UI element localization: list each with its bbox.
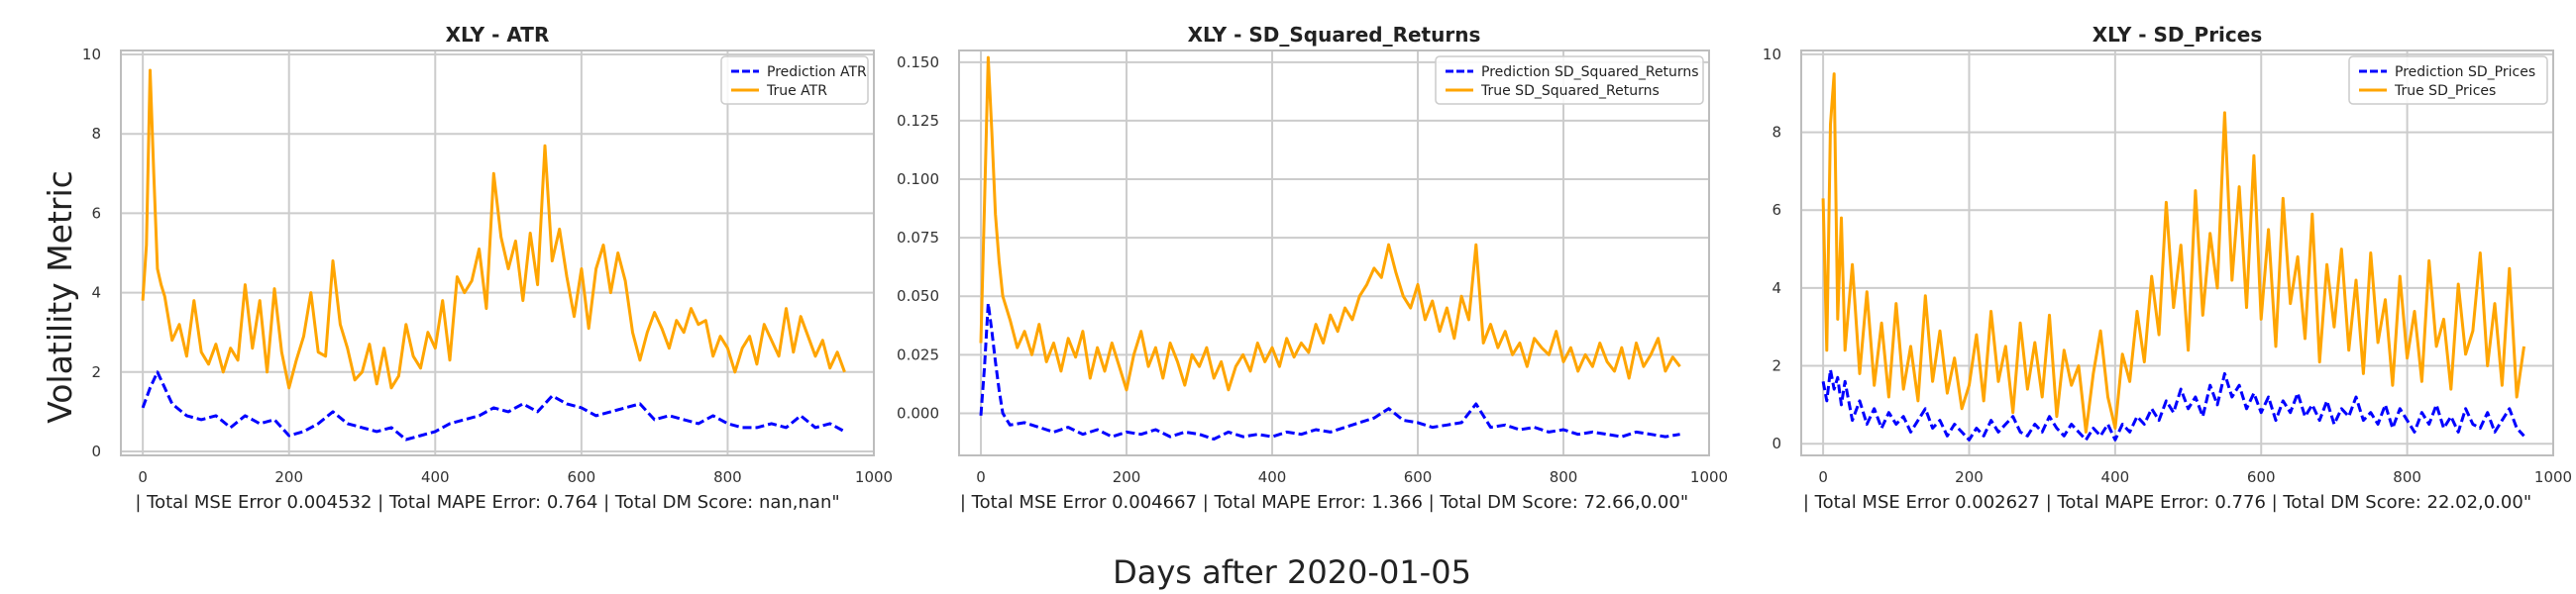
chart-2-ytick-label-2: 4	[1771, 279, 1781, 297]
chart-0-series-prediction-line	[141, 370, 846, 442]
chart-2-xtick-label-4: 800	[2393, 468, 2421, 486]
chart-1-legend	[1435, 55, 1704, 105]
chart-0-xtick-label-4: 800	[713, 468, 742, 486]
chart-2-legend-label-1: True SD_Prices	[2394, 83, 2496, 99]
chart-2-xtick-label-1: 200	[1955, 468, 1984, 486]
chart-0-ytick-label-1: 2	[91, 363, 101, 381]
chart-1-series-prediction-line	[979, 301, 1680, 441]
chart-0-ytick-label-4: 8	[91, 125, 101, 143]
chart-1-ytick-label-5: 0.125	[897, 112, 939, 130]
chart-2-title: XLY - SD_Prices	[2093, 23, 2262, 47]
chart-0-ytick-label-2: 4	[91, 284, 101, 302]
chart-0-legend-label-1: True ATR	[766, 83, 827, 99]
chart-2-ytick-label-3: 6	[1771, 201, 1781, 219]
chart-1-xtick-label-4: 800	[1550, 468, 1578, 486]
chart-0-xtick-label-1: 200	[274, 468, 303, 486]
chart-0-ytick-label-3: 6	[91, 204, 101, 222]
chart-1-ytick-label-1: 0.025	[897, 346, 939, 363]
chart-0-series-true-line	[141, 68, 846, 390]
chart-0-xtick-label-5: 1000	[855, 468, 893, 486]
chart-1-ytick-label-2: 0.050	[897, 287, 939, 305]
chart-2-ytick-label-0: 0	[1771, 435, 1781, 452]
chart-2-plot-frame	[1800, 50, 2554, 456]
chart-1-xtick-label-1: 200	[1113, 468, 1141, 486]
chart-2-legend-label-0: Prediction SD_Prices	[2395, 64, 2535, 80]
chart-2-series-true-line	[1821, 72, 2525, 434]
chart-1-xtick-label-2: 400	[1258, 468, 1287, 486]
chart-1-xtick-label-0: 0	[976, 468, 986, 486]
chart-0-xtick-label-2: 400	[421, 468, 450, 486]
chart-0-xtick-label-3: 600	[568, 468, 596, 486]
chart-1-ytick-label-0: 0.000	[897, 404, 939, 422]
chart-1-caption: | Total MSE Error 0.004667 | Total MAPE …	[960, 492, 1688, 513]
figure-ylabel: Volatility Metric	[41, 170, 79, 424]
figure-xlabel: Days after 2020-01-05	[1113, 553, 1471, 591]
chart-1-plot-frame	[958, 50, 1710, 456]
chart-atr: 0 200 400 600 800 1000 0 2 4 6 8 10 XLY - ATR | Total…	[82, 23, 893, 513]
chart-0-legend	[720, 55, 869, 105]
chart-2-caption: | Total MSE Error 0.002627 | Total MAPE …	[1803, 492, 2531, 513]
chart-2-xtick-label-0: 0	[1818, 468, 1828, 486]
chart-0-legend-label-0: Prediction ATR	[767, 64, 867, 80]
chart-0-xtick-label-0: 0	[138, 468, 148, 486]
chart-2-ytick-label-5: 10	[1763, 46, 1781, 63]
chart-2-legend	[2348, 55, 2548, 105]
chart-2-xtick-label-3: 600	[2247, 468, 2276, 486]
chart-1-xtick-label-3: 600	[1404, 468, 1433, 486]
chart-sd-squared-returns: 0 200 400 600 800 1000 0.000 0.025 0.050 0.075 0.1…	[897, 23, 1728, 513]
chart-1-legend-label-0: Prediction SD_Squared_Returns	[1481, 64, 1699, 80]
chart-2-xtick-label-2: 400	[2101, 468, 2130, 486]
chart-1-ytick-label-6: 0.150	[897, 53, 939, 71]
chart-0-ytick-label-0: 0	[91, 443, 101, 460]
chart-0-caption: | Total MSE Error 0.004532 | Total MAPE …	[135, 492, 839, 513]
chart-2-ytick-label-4: 8	[1771, 124, 1781, 142]
chart-0-title: XLY - ATR	[446, 23, 550, 47]
chart-1-legend-label-1: True SD_Squared_Returns	[1480, 83, 1660, 99]
chart-1-ytick-label-4: 0.100	[897, 170, 939, 188]
chart-1-ytick-label-3: 0.075	[897, 229, 939, 247]
chart-0-ytick-label-5: 10	[82, 46, 101, 63]
chart-1-series-true-line	[979, 55, 1681, 392]
chart-2-ytick-label-1: 2	[1771, 357, 1781, 375]
chart-2-series-prediction-line	[1821, 368, 2525, 442]
chart-1-title: XLY - SD_Squared_Returns	[1188, 23, 1481, 47]
chart-0-plot-frame	[120, 50, 875, 456]
chart-1-xtick-label-5: 1000	[1690, 468, 1728, 486]
chart-2-xtick-label-5: 1000	[2534, 468, 2572, 486]
chart-sd-prices: 0 200 400 600 800 1000 0 2 4 6 8 10 XLY - SD_Prices |…	[1763, 23, 2572, 513]
